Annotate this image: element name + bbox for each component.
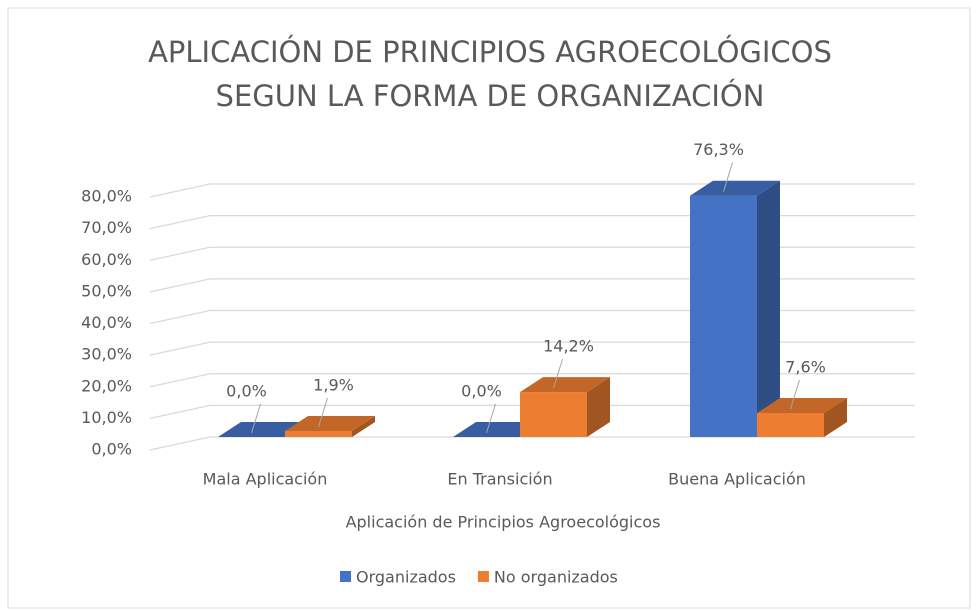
grid-line xyxy=(149,309,915,325)
y-tick-label: 10,0% xyxy=(81,408,132,427)
bar-top xyxy=(757,397,847,413)
bar-front xyxy=(690,195,757,437)
grid-line xyxy=(149,373,915,388)
legend-swatch xyxy=(340,571,351,582)
bar-front xyxy=(757,412,824,437)
bar-side xyxy=(824,397,847,437)
leader-line xyxy=(318,397,328,428)
x-axis-label: Aplicación de Principios Agroecológicos xyxy=(346,513,661,532)
data-label: 0,0% xyxy=(461,382,502,401)
data-label: 14,2% xyxy=(543,337,594,356)
leader-line xyxy=(723,162,733,192)
y-tick-label: 20,0% xyxy=(81,376,132,395)
x-tick-label: Buena Aplicación xyxy=(668,470,806,489)
grid-line xyxy=(149,246,915,261)
data-label: 76,3% xyxy=(693,140,744,159)
grid-line xyxy=(149,278,915,293)
bar xyxy=(757,397,847,437)
bar xyxy=(520,377,610,437)
bar xyxy=(285,415,375,437)
leader-line xyxy=(790,379,800,410)
data-label: 0,0% xyxy=(226,382,267,401)
chart-title: APLICACIÓN DE PRINCIPIOS AGROECOLÓGICOS … xyxy=(148,35,832,113)
bar-front xyxy=(285,430,352,437)
bar-side xyxy=(587,377,610,437)
y-tick-label: 60,0% xyxy=(81,250,132,269)
y-tick-label: 0,0% xyxy=(91,440,132,459)
bar-top xyxy=(690,180,780,196)
y-tick-label: 30,0% xyxy=(81,345,132,364)
grid-line xyxy=(149,341,915,356)
bar-front xyxy=(520,392,587,437)
data-label: 1,9% xyxy=(313,375,354,394)
legend-swatch xyxy=(477,571,489,582)
legend-label: No organizados xyxy=(494,568,618,587)
leader-line xyxy=(251,403,261,434)
bar xyxy=(690,180,780,438)
leader-line xyxy=(486,403,496,434)
data-label: 7,6% xyxy=(785,357,826,376)
leader-line xyxy=(553,358,563,389)
y-tick-label: 80,0% xyxy=(81,187,132,206)
y-tick-label: 40,0% xyxy=(81,313,132,332)
grid-line xyxy=(149,215,915,230)
bar-side xyxy=(757,180,780,438)
bar-side xyxy=(352,415,375,437)
grid-line xyxy=(149,183,915,198)
bar-top xyxy=(520,377,610,393)
grid-line xyxy=(149,436,915,451)
legend-label: Organizados xyxy=(356,568,456,587)
y-tick-label: 70,0% xyxy=(81,218,132,237)
x-tick-label: Mala Aplicación xyxy=(203,470,328,489)
grid-line xyxy=(149,404,915,419)
x-tick-label: En Transición xyxy=(447,470,552,489)
y-tick-label: 50,0% xyxy=(81,281,132,300)
chart-border xyxy=(7,7,971,609)
bar-top xyxy=(285,415,375,431)
